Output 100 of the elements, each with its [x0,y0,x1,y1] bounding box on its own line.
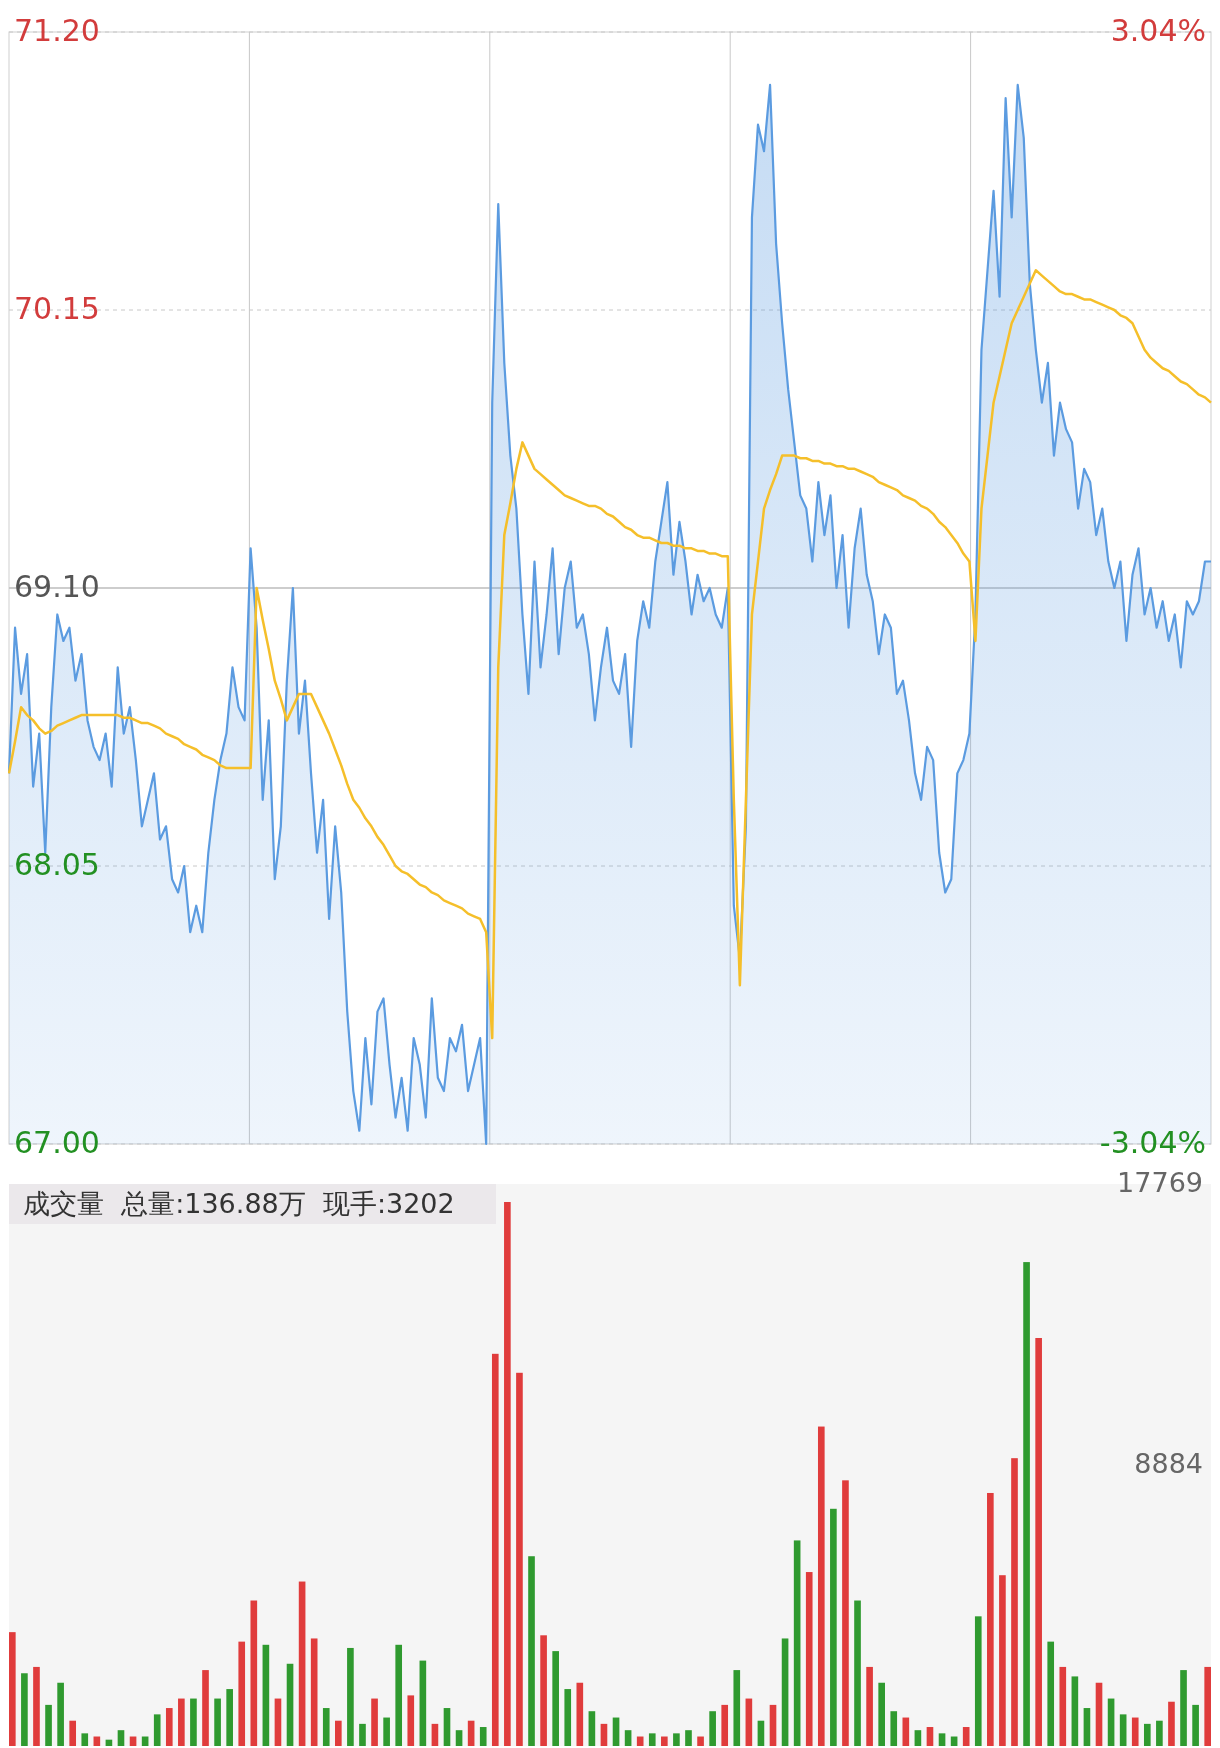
bar [830,1508,837,1746]
bar [962,1727,970,1746]
y-tick-label: 71.20 [14,12,100,48]
chart-title: 成交量 总量:136.88万 现手:3202 [23,1187,455,1219]
bar [407,1695,415,1747]
bar [335,1720,342,1746]
bar [443,1708,451,1746]
bar [745,1698,753,1746]
bar [153,1714,161,1746]
bar [226,1689,233,1746]
bar [1143,1723,1151,1746]
bar [1156,1720,1163,1746]
bar [1204,1666,1211,1746]
bar [733,1670,741,1746]
bar [974,1616,982,1746]
bar [540,1635,547,1746]
bar [914,1730,922,1746]
bar [347,1647,354,1746]
bar [854,1600,861,1746]
y-tick-label: 8884 [1134,1447,1203,1479]
y-tick-label: 70.15 [14,290,100,326]
bar [576,1682,584,1746]
bar [661,1736,668,1746]
bar [298,1581,306,1746]
bar [987,1492,994,1747]
bar [781,1638,789,1746]
y-tick-label: 17769 [1117,1166,1203,1198]
bar [1035,1338,1042,1746]
bar [697,1736,704,1746]
bar [57,1682,64,1746]
bar [238,1641,246,1746]
bar [1011,1458,1018,1746]
bar [938,1733,946,1746]
bar [1168,1701,1175,1746]
bar [165,1708,173,1746]
bar [842,1480,849,1746]
bar [564,1689,572,1746]
bar [1180,1670,1187,1746]
bar [479,1727,487,1746]
bar [1071,1676,1079,1746]
bar [516,1372,523,1746]
bar [359,1723,366,1746]
bar [1059,1666,1067,1746]
bar [805,1572,813,1747]
bar [383,1717,390,1746]
bar [310,1638,318,1746]
bar [721,1704,729,1746]
bar [817,1426,825,1746]
bar [117,1730,125,1746]
bar [1131,1717,1139,1746]
bar [709,1711,716,1746]
bar [878,1682,885,1746]
y-tick-label: 67.00 [14,1124,100,1160]
bar [45,1704,52,1746]
bar [1119,1714,1127,1746]
bar [528,1556,535,1746]
bar [999,1575,1006,1746]
bar [588,1711,596,1746]
bar [262,1644,270,1746]
bar [624,1730,632,1746]
bar [274,1698,282,1746]
bar [1023,1262,1030,1746]
bar [1095,1682,1103,1746]
bar [178,1698,185,1746]
bar [926,1727,934,1746]
bar [286,1663,294,1746]
bar [504,1202,511,1746]
bar [1083,1708,1091,1746]
bar [685,1730,692,1746]
bar [21,1673,28,1746]
bar [9,1632,16,1746]
bar [322,1708,330,1746]
bar [202,1670,209,1746]
bar [600,1723,608,1746]
bar [636,1736,644,1746]
bar [866,1666,873,1746]
bar [431,1723,439,1746]
bar [250,1600,258,1746]
bar [1107,1698,1115,1746]
bar [81,1733,89,1746]
y2-tick-label: 3.04% [1110,12,1206,48]
bar [455,1730,463,1746]
bar [214,1698,221,1746]
bar [69,1720,77,1746]
bar [33,1666,40,1746]
bar [419,1660,427,1746]
bar [491,1353,499,1746]
line-series [8,269,1212,1040]
bar [648,1733,656,1746]
bar [769,1704,777,1746]
bar [1047,1641,1055,1746]
bar [890,1711,898,1746]
y-tick-label: 69.10 [14,568,100,604]
bar [793,1540,801,1746]
bar [371,1698,378,1746]
y2-tick-label: -3.04% [1099,1124,1206,1160]
bar [190,1698,197,1746]
bar [395,1644,403,1746]
bar [673,1733,680,1746]
y-tick-label: 68.05 [14,846,100,882]
